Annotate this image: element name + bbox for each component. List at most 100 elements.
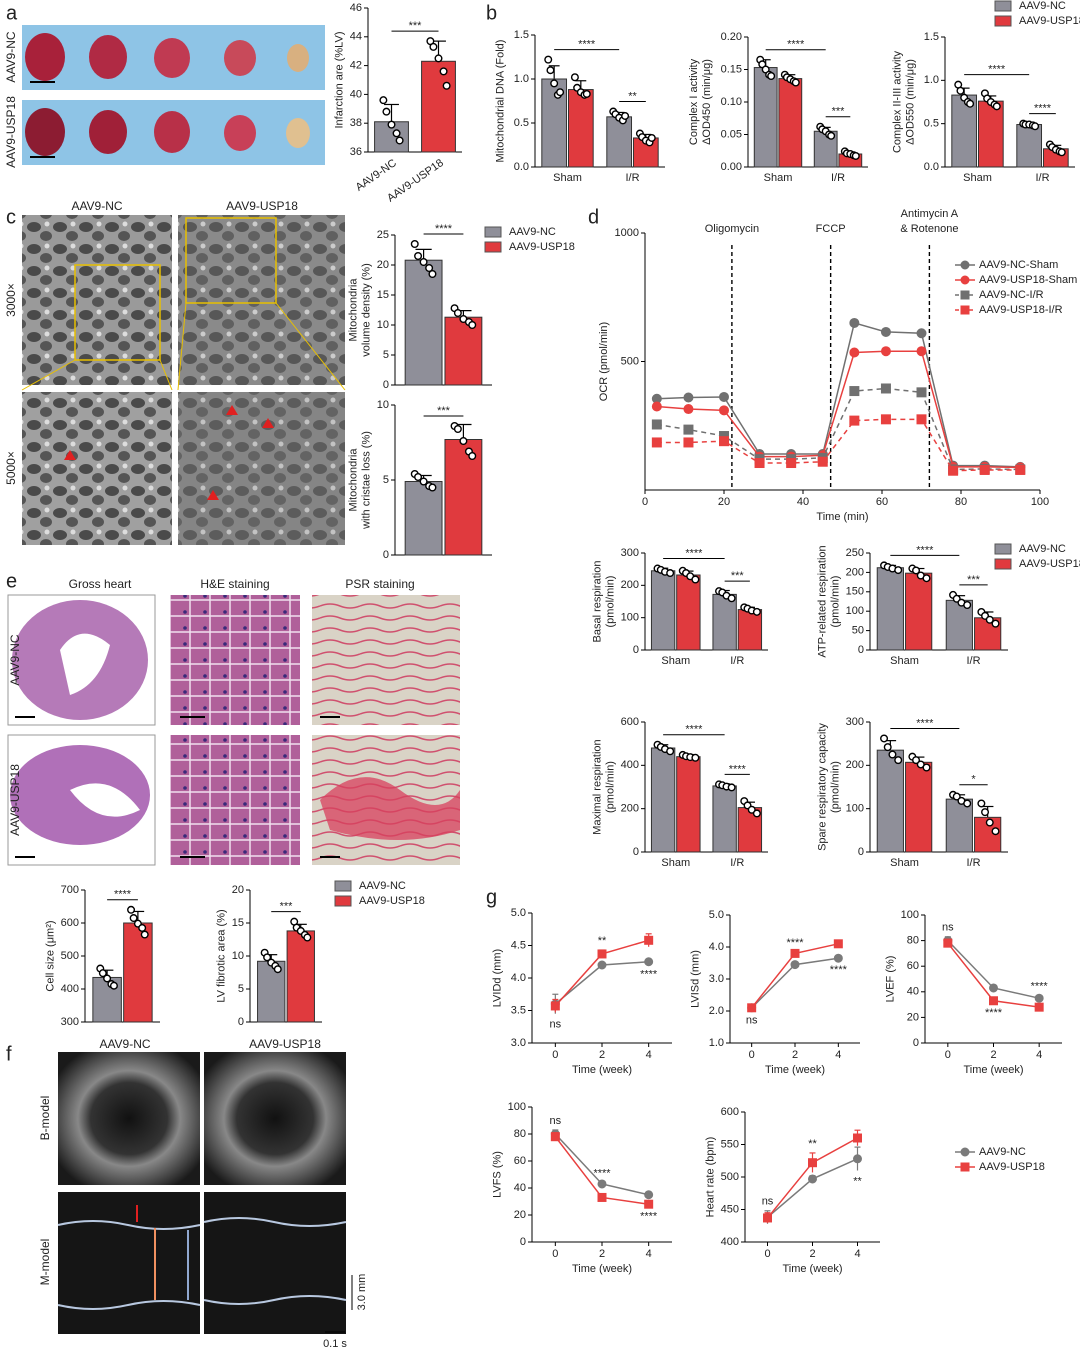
x-tick-label: Sham (661, 655, 690, 667)
x-tick-label: 0 (945, 1049, 951, 1061)
y-tick-label: 0.0 (514, 161, 529, 173)
bar (951, 94, 978, 168)
data-point (419, 477, 428, 486)
y-axis-label: with cristae loss (%) (361, 431, 373, 530)
data-point (138, 923, 147, 932)
significance-label: **** (988, 64, 1006, 76)
significance-label: ns (942, 922, 954, 934)
data-point (952, 792, 961, 801)
data-point (752, 607, 761, 616)
significance-label: **** (916, 544, 934, 556)
data-point (827, 131, 836, 140)
significance-label: **** (640, 1210, 658, 1222)
data-point (977, 799, 986, 808)
data-point (922, 763, 931, 772)
x-tick-label: I/R (966, 655, 980, 667)
y-tick-label: 0 (383, 379, 389, 391)
data-point (428, 483, 437, 492)
legend-swatch (994, 15, 1012, 27)
x-tick-label: 20 (718, 496, 730, 508)
marker (747, 1003, 757, 1013)
data-point (442, 81, 451, 90)
y-tick-label: 550 (721, 1138, 739, 1150)
bar (444, 439, 483, 556)
y-tick-label: 600 (61, 917, 79, 929)
bar (712, 785, 737, 853)
bar (905, 572, 933, 651)
data-point (647, 133, 656, 142)
y-tick-label: 25 (377, 229, 389, 241)
marker (989, 996, 998, 1006)
series-line (656, 322, 1021, 468)
legend-swatch (994, 558, 1012, 570)
data-point (392, 129, 401, 138)
x-tick-label: Sham (764, 172, 793, 184)
y-axis-label: (pmol/min) (829, 761, 841, 813)
y-axis-label: Complex II-III activity (891, 50, 903, 153)
y-tick-label: 0.5 (514, 117, 529, 129)
row-label: AAV9-USP18 (8, 764, 22, 836)
x-tick-label: AAV9-NC (354, 157, 399, 194)
marker (597, 960, 607, 970)
significance-label: *** (437, 405, 451, 417)
y-tick-label: 20 (907, 1011, 919, 1023)
marker (683, 437, 694, 448)
data-point (546, 66, 555, 75)
x-tick-label: 0 (749, 1049, 755, 1061)
y-tick-label: 0 (633, 846, 639, 858)
data-point (727, 783, 736, 792)
y-axis-label: Complex I activity (688, 58, 700, 145)
y-tick-label: 200 (846, 759, 864, 771)
marker (916, 414, 927, 425)
significance-label: ** (853, 1175, 862, 1187)
significance-label: *** (280, 901, 294, 913)
em-image (21, 215, 346, 545)
x-tick-label: Sham (553, 172, 582, 184)
heart-slices-image (22, 25, 325, 165)
significance-label: ** (808, 1138, 817, 1150)
marker (719, 405, 729, 416)
significance-label: **** (435, 223, 453, 235)
x-tick-label: 2 (990, 1049, 996, 1061)
marker (651, 419, 662, 430)
legend-swatch (484, 241, 502, 253)
marker (790, 948, 800, 958)
data-point (985, 615, 994, 624)
x-tick-label: I/R (625, 172, 639, 184)
marker (853, 1154, 862, 1164)
y-tick-label: 15 (232, 917, 244, 929)
marker (763, 1213, 772, 1223)
legend-label: AAV9-NC (979, 1146, 1026, 1158)
marker (833, 939, 843, 949)
x-tick-label: 2 (792, 1049, 798, 1061)
significance-label: **** (685, 547, 703, 559)
y-tick-label: 10 (232, 950, 244, 962)
data-point (621, 111, 630, 120)
event-label: FCCP (816, 223, 846, 235)
marker (916, 387, 927, 398)
y-tick-label: 20 (377, 259, 389, 271)
significance-label: **** (985, 1007, 1003, 1019)
y-tick-label: 80 (907, 935, 919, 947)
data-point (966, 99, 975, 108)
data-point (666, 569, 675, 578)
marker (853, 1133, 862, 1143)
data-point (1031, 122, 1040, 131)
data-point (1057, 148, 1066, 157)
legend-swatch (994, 0, 1012, 12)
y-tick-label: 200 (621, 579, 639, 591)
marker (943, 938, 953, 948)
x-tick-label: Sham (890, 857, 919, 869)
echo-image (57, 1052, 353, 1334)
row-label: AAV9-USP18 (4, 96, 18, 168)
marker (597, 949, 607, 959)
marker (683, 424, 694, 435)
event-label: Antimycin A (901, 208, 959, 220)
x-tick-label: Sham (661, 857, 690, 869)
y-tick-label: 400 (61, 983, 79, 995)
data-point (883, 743, 892, 752)
series-line (656, 418, 1021, 472)
x-tick-label: 4 (854, 1248, 860, 1260)
marker (644, 1199, 654, 1209)
